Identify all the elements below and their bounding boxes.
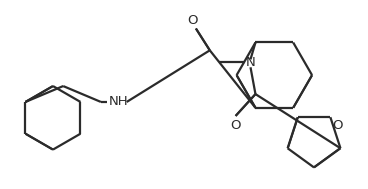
Text: O: O: [332, 119, 343, 132]
Text: O: O: [230, 119, 241, 132]
Text: NH: NH: [109, 95, 128, 108]
Text: N: N: [245, 56, 255, 69]
Text: O: O: [188, 14, 198, 27]
